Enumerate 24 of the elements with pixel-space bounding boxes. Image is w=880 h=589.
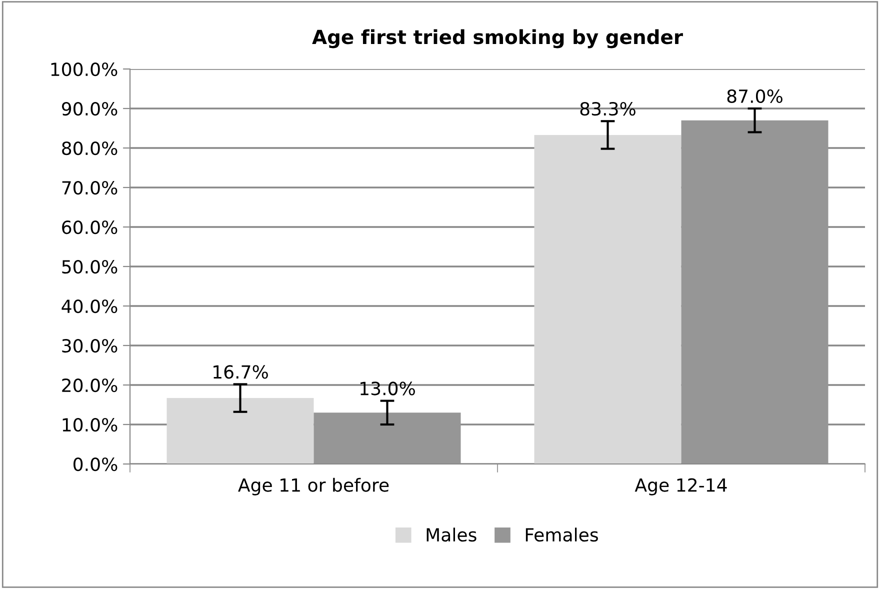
y-tick-label: 80.0% bbox=[62, 141, 118, 156]
y-tick-label: 30.0% bbox=[62, 338, 118, 353]
y-tick-label: 100.0% bbox=[51, 62, 118, 76]
y-tick-label: 70.0% bbox=[62, 180, 118, 195]
y-tick-label: 0.0% bbox=[74, 457, 118, 472]
y-tick-label: 50.0% bbox=[62, 260, 118, 274]
y-tick-label: 40.0% bbox=[62, 299, 118, 314]
data-label: 13.0% bbox=[360, 382, 415, 396]
y-tick-label: 10.0% bbox=[62, 418, 118, 432]
legend-label: Females bbox=[526, 528, 598, 542]
bar bbox=[681, 120, 828, 464]
bar bbox=[166, 398, 314, 464]
data-label: 83.3% bbox=[580, 102, 636, 116]
legend-label: Males bbox=[426, 528, 476, 542]
data-label: 16.7% bbox=[214, 365, 268, 379]
bar bbox=[314, 412, 461, 464]
x-tick-label: Age 12-14 bbox=[634, 478, 727, 496]
y-tick-label: 20.0% bbox=[62, 378, 118, 392]
bar bbox=[534, 134, 682, 464]
y-tick-label: 60.0% bbox=[62, 220, 118, 234]
chart-title: Age first tried smoking by gender bbox=[312, 29, 683, 48]
data-label: 87.0% bbox=[727, 89, 782, 104]
x-tick-label: Age 11 or before bbox=[238, 478, 389, 496]
y-tick-label: 90.0% bbox=[62, 102, 118, 116]
